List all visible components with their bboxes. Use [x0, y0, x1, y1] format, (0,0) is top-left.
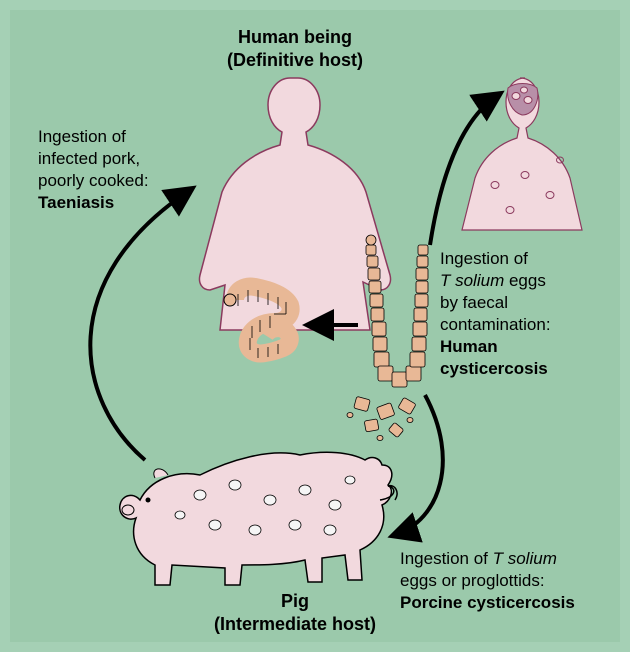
pig-line1: Pig — [281, 591, 309, 611]
pig-line2: (Intermediate host) — [214, 614, 376, 634]
title-line2: (Definitive host) — [227, 50, 363, 70]
label-pig: Pig (Intermediate host) — [185, 590, 405, 637]
title-line1: Human being — [238, 27, 352, 47]
pig — [120, 452, 397, 585]
label-human-cyst: Ingestion of T solium eggs by faecal con… — [440, 248, 551, 381]
title-human: Human being (Definitive host) — [195, 26, 395, 73]
label-taeniasis: Ingestion of infected pork, poorly cooke… — [38, 126, 149, 214]
label-porcine-cyst: Ingestion of T solium eggs or proglottid… — [400, 548, 575, 614]
diagram-container: Human being (Definitive host) Pig (Inter… — [0, 0, 630, 652]
